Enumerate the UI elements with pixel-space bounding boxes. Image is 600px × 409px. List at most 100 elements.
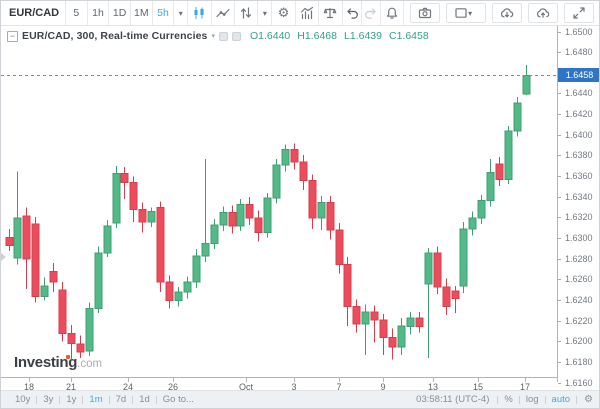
price-tick [558,114,561,116]
separator [497,395,499,404]
interval-dropdown-caret-icon[interactable]: ▾ [174,1,189,25]
range-1m-active[interactable]: 1m [89,394,103,405]
time-tick-label: 26 [167,382,179,392]
alerts-button[interactable] [381,1,405,25]
cloud-download-icon [501,8,514,18]
price-tick-label: 1.6260 [565,274,593,285]
candle-body-down [290,149,299,163]
time-tick [173,378,174,382]
symbol-field[interactable]: EUR/CAD [1,1,66,25]
undo-button[interactable] [343,1,362,25]
candle-body-down [451,290,460,299]
candle-body-up [112,172,121,224]
candle-body-down [433,252,442,288]
layout-square-icon [455,8,467,18]
log-scale-toggle[interactable]: log [525,394,539,405]
compare-button[interactable] [235,1,259,25]
candle-body-up [522,74,531,95]
interval-button-5h-active[interactable]: 5h [153,1,175,25]
range-7d[interactable]: 7d [115,394,127,405]
layout-button[interactable]: ▾ [446,3,487,23]
range-1d[interactable]: 1d [139,394,150,405]
interval-button-5[interactable]: 5 [66,1,88,25]
gear-icon: ⚙ [277,5,290,21]
separator [108,395,110,404]
candle-body-up [263,197,272,233]
price-tick [558,134,561,136]
compare-symbols-button[interactable] [319,1,343,25]
candle-body-up [468,217,477,230]
collapse-legend-button[interactable]: − [7,30,18,42]
price-tick [558,155,561,157]
time-tick-label: Oct [238,382,254,392]
price-tick-label: 1.6180 [565,356,593,367]
chart-properties-button[interactable]: ⚙ [272,1,296,25]
chart-pane: Investing.com − EUR/CAD, 300, Real-time … [1,26,599,392]
candle-body-up [174,291,183,302]
candle-body-down [120,172,129,184]
save-chart-button[interactable] [528,3,559,23]
price-tick-label: 1.6360 [565,171,593,181]
style-dropdown-caret-icon[interactable]: ▾ [258,1,273,25]
indicators-button[interactable] [296,1,320,25]
candle-body-up [397,325,406,348]
watermark-brand: Investing [14,354,78,371]
fullscreen-button[interactable] [564,3,595,23]
price-axis[interactable]: 1.65001.64801.64601.64401.64201.64001.63… [557,26,599,388]
interval-button-1d[interactable]: 1D [109,1,131,25]
range-3y[interactable]: 3y [43,394,54,405]
candle-body-down [22,215,31,260]
time-tick-label: 21 [65,382,77,392]
legend-dropdown-icon[interactable]: ▾ [211,33,215,40]
toolbar-right-group: ▾ [404,1,599,25]
time-axis[interactable]: 18 21 24 26 Oct 3 7 9 13 15 17 [1,377,558,392]
range-1y[interactable]: 1y [66,394,77,405]
ohlc-readout: O1.6440 H1.6468 L1.6439 C1.6458 [250,30,429,42]
price-tick [558,382,561,384]
legend-visibility-icon[interactable] [218,31,228,41]
drawing-panel-toggle-icon[interactable] [1,253,6,261]
time-tick [339,378,340,382]
candle-body-up [13,217,22,259]
candle-body-up [317,201,326,219]
redo-button[interactable] [362,1,381,25]
separator [82,395,84,404]
candle-body-down [415,317,424,327]
candlestick-style-button[interactable] [188,1,212,25]
time-tick-label: 17 [519,382,531,392]
percent-scale-toggle[interactable]: % [504,394,513,405]
bell-icon [386,7,397,19]
line-style-button[interactable] [212,1,236,25]
goto-button[interactable]: Go to... [162,394,194,405]
price-tick [558,217,561,219]
interval-button-1m[interactable]: 1M [131,1,153,25]
candle-body-up [210,224,219,245]
range-10y[interactable]: 10y [15,394,31,405]
auto-scale-toggle[interactable]: auto [551,394,571,405]
candle-body-down [352,306,361,325]
price-tick [558,279,561,281]
candle-body-up [459,228,468,287]
bottom-gear-icon[interactable]: ⚙ [584,394,593,405]
price-tick-label: 1.6380 [565,150,593,161]
scales-icon [324,7,337,19]
interval-button-1h[interactable]: 1h [88,1,110,25]
line-chart-icon [216,8,230,18]
price-tick-label: 1.6160 [565,377,593,388]
candle-body-up [406,317,415,327]
candle-body-up [147,211,156,223]
candle-body-down [254,217,263,233]
candle-body-up [94,252,103,310]
separator [59,395,61,404]
snapshot-button[interactable] [410,3,441,23]
load-chart-button[interactable] [492,3,523,23]
time-tick-label: 15 [472,382,484,392]
legend-settings-icon[interactable] [231,31,241,41]
investing-watermark: Investing.com [14,354,102,372]
candle-body-down [343,263,352,308]
time-tick [433,378,434,382]
candlestick-chart-canvas[interactable] [1,26,557,377]
candle-body-down [495,163,504,181]
indicators-icon [300,6,314,20]
